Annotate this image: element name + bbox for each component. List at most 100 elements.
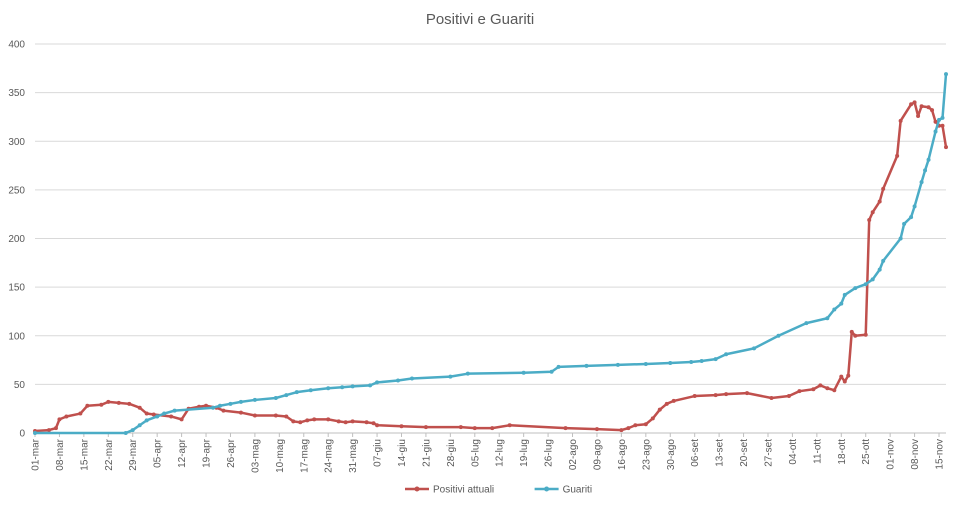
data-point (881, 186, 886, 191)
x-tick-label: 12-lug (495, 439, 506, 467)
data-point (204, 403, 209, 408)
x-tick-label: 24-mag (324, 439, 335, 473)
data-point (752, 346, 757, 351)
x-tick-label: 01-mar (31, 438, 42, 470)
data-point (839, 374, 844, 379)
data-point (940, 115, 945, 120)
y-tick-label: 300 (8, 137, 25, 148)
data-point (898, 236, 903, 241)
data-point (825, 316, 830, 321)
legend: Positivi attuali Guariti (405, 485, 592, 496)
data-point (343, 420, 348, 425)
data-point (368, 383, 373, 388)
data-point (507, 423, 512, 428)
data-point (151, 412, 156, 417)
y-tick-label: 100 (8, 331, 25, 342)
x-tick-label: 31-mag (348, 439, 359, 473)
data-point (863, 282, 868, 287)
data-point (668, 360, 673, 365)
data-point (926, 105, 931, 110)
data-point (221, 408, 226, 413)
legend-label: Guariti (563, 485, 592, 496)
data-point (877, 267, 882, 272)
data-point (839, 301, 844, 306)
data-point (169, 414, 174, 419)
data-point (472, 426, 477, 431)
x-tick-label: 16-ago (617, 439, 628, 471)
data-point (594, 427, 599, 432)
data-point (902, 221, 907, 226)
data-point (563, 426, 568, 431)
data-point (217, 403, 222, 408)
data-point (944, 145, 948, 150)
data-point (832, 388, 837, 393)
data-point (916, 113, 921, 118)
x-tick-label: 01-nov (886, 439, 897, 470)
data-point (144, 418, 149, 423)
x-tick-label: 15-mar (79, 438, 90, 470)
x-tick-label: 26-apr (226, 438, 237, 468)
data-point (46, 428, 51, 433)
data-point (396, 378, 401, 383)
data-point (106, 399, 111, 404)
x-tick-label: 17-mag (299, 439, 310, 473)
y-tick-label: 0 (19, 429, 25, 440)
data-point (633, 423, 638, 428)
x-tick-label: 07-giu (373, 439, 384, 467)
data-point (371, 421, 376, 426)
x-tick-label: 25-ott (861, 439, 872, 465)
data-point (832, 307, 837, 312)
x-tick-label: 14-giu (397, 439, 408, 467)
data-point (643, 361, 648, 366)
data-point (870, 210, 875, 215)
legend-label: Positivi attuali (433, 485, 494, 496)
data-point (626, 426, 631, 431)
data-point (940, 123, 945, 128)
chart-title: Positivi e Guariti (426, 11, 534, 28)
data-point (664, 401, 669, 406)
data-point (294, 390, 299, 395)
data-point (909, 102, 914, 107)
legend-swatch-marker (544, 486, 550, 492)
data-point (877, 199, 882, 204)
x-tick-label: 12-apr (177, 438, 188, 468)
data-point (238, 410, 243, 415)
gridlines (35, 43, 946, 434)
x-tick-label: 23-ago (641, 439, 652, 471)
x-tick-label: 11-ott (812, 439, 823, 464)
data-point (895, 153, 900, 158)
data-point (923, 168, 928, 173)
data-point (291, 419, 296, 424)
data-point (619, 428, 624, 433)
legend-swatch-marker (414, 486, 420, 492)
data-point (713, 393, 718, 398)
data-point (375, 380, 380, 385)
data-point (650, 416, 655, 421)
data-point (137, 423, 142, 428)
data-point (657, 407, 662, 412)
series-line (34, 101, 948, 433)
data-point (842, 379, 847, 384)
data-point (671, 398, 676, 403)
data-point (919, 104, 924, 109)
data-point (930, 108, 935, 113)
data-point (409, 376, 414, 381)
data-point (155, 414, 160, 419)
data-point (692, 394, 697, 399)
x-tick-label: 08-nov (910, 439, 921, 470)
data-point (797, 389, 802, 394)
data-point (273, 413, 278, 418)
data-point (53, 426, 58, 431)
data-point (556, 364, 561, 369)
data-point (912, 204, 917, 209)
x-tick-label: 26-lug (544, 439, 555, 467)
data-point (521, 370, 526, 375)
data-point (933, 129, 938, 134)
data-point (64, 414, 69, 419)
data-point (919, 180, 924, 185)
data-point (549, 369, 554, 374)
data-point (853, 286, 858, 291)
x-tick-label: 27-set (763, 439, 774, 467)
data-point (33, 431, 37, 435)
